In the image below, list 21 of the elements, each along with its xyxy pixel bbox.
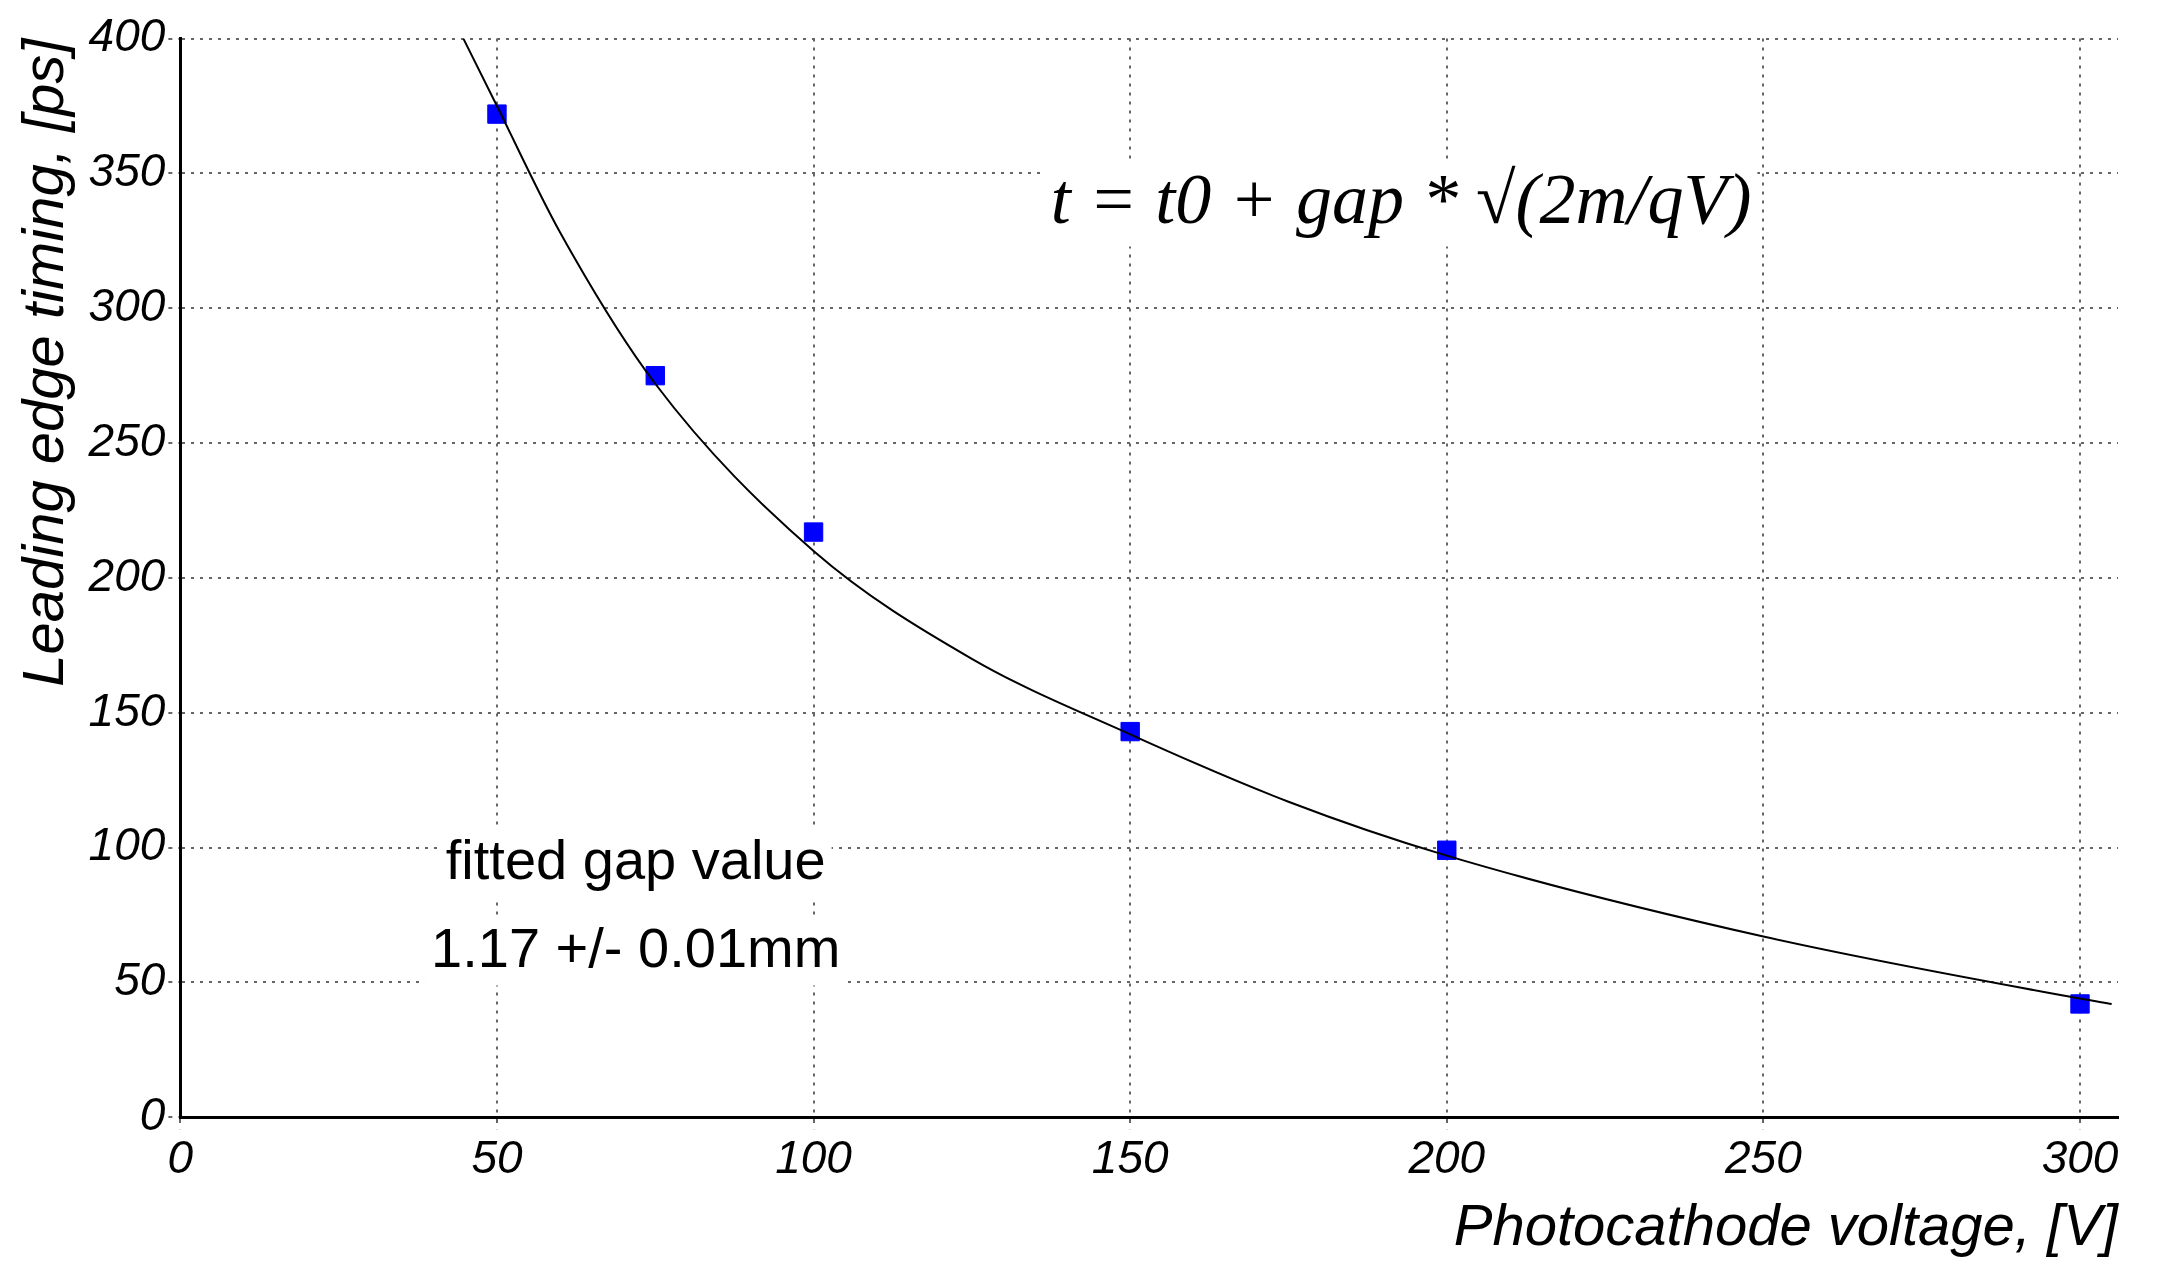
- x-tick-label: 200: [1407, 1130, 1486, 1183]
- x-tick-label: 250: [1724, 1130, 1803, 1183]
- y-tick-label: 200: [87, 548, 166, 601]
- y-tick-label: 150: [88, 683, 166, 736]
- x-tick-label: 50: [471, 1130, 523, 1183]
- x-tick-label: 100: [775, 1130, 853, 1183]
- point: [645, 365, 665, 386]
- annotation: fitted gap value 1.17 +/- 0.01mm: [431, 828, 841, 980]
- y-tick-label: 0: [139, 1088, 166, 1140]
- y-axis-title: Leading edge timing, [ps]: [9, 36, 75, 687]
- y-tick-label: 350: [88, 144, 166, 197]
- annotation: t = t0 + gap * √(2m/qV): [1050, 158, 1752, 239]
- x-tick-label: 150: [1091, 1130, 1169, 1183]
- y-tick-label: 50: [114, 953, 166, 1006]
- y-tick-label: 250: [87, 413, 166, 466]
- x-axis-title: Photocathode voltage, [V]: [1453, 1192, 2120, 1258]
- y-tick-label: 100: [88, 818, 166, 871]
- y-tick-label: 400: [88, 9, 166, 62]
- y-tick-label: 300: [88, 279, 166, 332]
- point: [803, 522, 824, 542]
- x-tick-label: 300: [2041, 1130, 2119, 1183]
